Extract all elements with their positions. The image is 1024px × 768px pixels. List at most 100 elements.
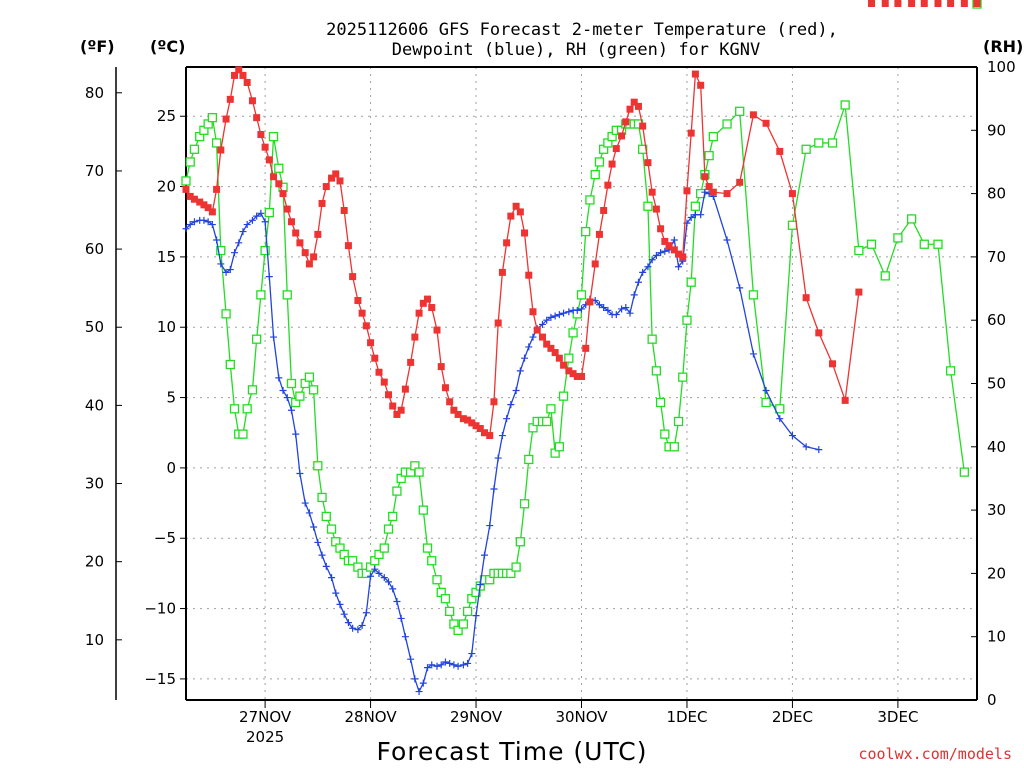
dewpoint-point-22 bbox=[279, 387, 287, 395]
temperature-point-16 bbox=[253, 114, 261, 122]
temperature-point-17 bbox=[257, 131, 265, 139]
temperature-point-139 bbox=[960, 0, 968, 7]
rh-tick-label-5: 50 bbox=[987, 375, 1006, 393]
temperature-point-60 bbox=[446, 398, 454, 406]
dewpoint-point-64 bbox=[464, 659, 472, 667]
temperature-point-49 bbox=[397, 406, 405, 414]
temperature-point-125 bbox=[776, 147, 784, 155]
dewpoint-point-86 bbox=[560, 309, 568, 317]
dewpoint-point-107 bbox=[652, 251, 660, 259]
rh-point-115 bbox=[686, 277, 696, 287]
dewpoint-point-79 bbox=[529, 333, 537, 341]
rh-point-121 bbox=[722, 119, 732, 129]
dewpoint-point-72 bbox=[498, 432, 506, 440]
x-tick-label-1: 28NOV bbox=[345, 708, 398, 726]
rh-point-33 bbox=[326, 524, 337, 534]
temperature-point-34 bbox=[332, 170, 340, 178]
temperature-point-132 bbox=[868, 0, 876, 7]
temperature-point-0 bbox=[182, 185, 190, 193]
temperature-point-84 bbox=[551, 349, 559, 357]
temperature-point-95 bbox=[600, 206, 608, 214]
fahrenheit-tick-label-5: 30 bbox=[85, 475, 104, 493]
temperature-point-54 bbox=[419, 299, 427, 307]
rh-point-20 bbox=[268, 131, 279, 142]
temperature-point-48 bbox=[393, 410, 401, 418]
dewpoint-point-24 bbox=[287, 406, 295, 414]
dewpoint-point-53 bbox=[415, 688, 423, 696]
dewpoint-point-87 bbox=[565, 308, 573, 316]
temperature-point-10 bbox=[226, 95, 234, 103]
x-tick-year-label: 2025 bbox=[246, 728, 284, 746]
dewpoint-point-23 bbox=[283, 394, 291, 402]
temperature-point-3 bbox=[196, 198, 204, 206]
dewpoint-point-68 bbox=[480, 551, 488, 559]
temperature-point-137 bbox=[934, 0, 942, 7]
rh-point-55 bbox=[422, 543, 433, 553]
rh-point-90 bbox=[576, 290, 587, 300]
dewpoint-point-13 bbox=[239, 228, 247, 236]
temperature-point-67 bbox=[476, 425, 484, 433]
celsius-tick-label-2: 15 bbox=[157, 248, 176, 266]
fahrenheit-tick-label-0: 80 bbox=[85, 84, 104, 102]
temperature-point-111 bbox=[670, 246, 678, 254]
temperature-point-101 bbox=[626, 105, 634, 113]
dewpoint-point-89 bbox=[573, 306, 581, 314]
dewpoint-point-35 bbox=[336, 600, 344, 608]
dewpoint-point-103 bbox=[634, 278, 642, 286]
rh-line bbox=[185, 104, 965, 632]
dewpoint-point-100 bbox=[622, 304, 630, 312]
fahrenheit-tick-label-7: 10 bbox=[85, 631, 104, 649]
temperature-point-69 bbox=[486, 432, 494, 440]
temperature-point-136 bbox=[920, 0, 928, 7]
rh-point-28 bbox=[304, 372, 315, 382]
x-tick-label-4: 1DEC bbox=[666, 708, 707, 726]
temperature-point-19 bbox=[265, 156, 273, 164]
temperature-point-140 bbox=[973, 0, 981, 7]
temperature-point-45 bbox=[380, 378, 388, 386]
celsius-tick-label-5: 0 bbox=[166, 459, 176, 477]
temperature-point-41 bbox=[362, 322, 370, 330]
temperature-point-91 bbox=[582, 344, 590, 352]
dewpoint-point-122 bbox=[736, 284, 744, 292]
rh-point-134 bbox=[893, 233, 903, 243]
temperature-point-38 bbox=[349, 273, 357, 281]
dewpoint-point-16 bbox=[253, 212, 261, 220]
dewpoint-point-32 bbox=[322, 562, 330, 570]
dewpoint-point-2 bbox=[190, 218, 198, 226]
rh-point-47 bbox=[388, 511, 398, 522]
temperature-point-74 bbox=[507, 212, 515, 220]
rh-point-85 bbox=[554, 442, 565, 452]
temperature-point-105 bbox=[644, 159, 652, 167]
dewpoint-point-0 bbox=[182, 225, 190, 233]
rh-point-56 bbox=[427, 556, 437, 566]
rh-tick-label-7: 30 bbox=[987, 501, 1006, 519]
temperature-point-12 bbox=[235, 66, 243, 74]
rh-tick-label-9: 10 bbox=[987, 628, 1006, 646]
dewpoint-point-45 bbox=[380, 574, 388, 582]
rh-tick-label-4: 60 bbox=[987, 311, 1006, 329]
fahrenheit-tick-label-6: 20 bbox=[85, 553, 104, 571]
celsius-tick-label-8: −15 bbox=[144, 670, 176, 688]
rh-point-127 bbox=[801, 144, 811, 154]
temperature-point-103 bbox=[634, 102, 642, 110]
rh-point-62 bbox=[453, 625, 463, 636]
dewpoint-point-112 bbox=[675, 263, 683, 271]
dewpoint-point-11 bbox=[231, 249, 239, 257]
rh-point-6 bbox=[207, 112, 218, 123]
x-tick-label-2: 29NOV bbox=[450, 708, 503, 726]
rh-point-105 bbox=[643, 201, 653, 211]
dewpoint-point-84 bbox=[551, 312, 559, 320]
temperature-point-51 bbox=[407, 358, 415, 366]
temperature-point-39 bbox=[354, 297, 362, 305]
temperature-point-106 bbox=[648, 188, 656, 196]
temperature-point-89 bbox=[573, 372, 581, 380]
fahrenheit-tick-label-2: 60 bbox=[85, 240, 104, 258]
rh-point-136 bbox=[919, 239, 929, 249]
celsius-tick-label-7: −10 bbox=[144, 600, 176, 618]
rh-point-77 bbox=[519, 499, 530, 509]
temperature-point-4 bbox=[200, 201, 208, 209]
dewpoint-point-5 bbox=[204, 218, 212, 226]
dewpoint-point-57 bbox=[433, 662, 441, 670]
rh-tick-label-8: 20 bbox=[987, 564, 1006, 582]
dewpoint-point-9 bbox=[222, 268, 230, 276]
